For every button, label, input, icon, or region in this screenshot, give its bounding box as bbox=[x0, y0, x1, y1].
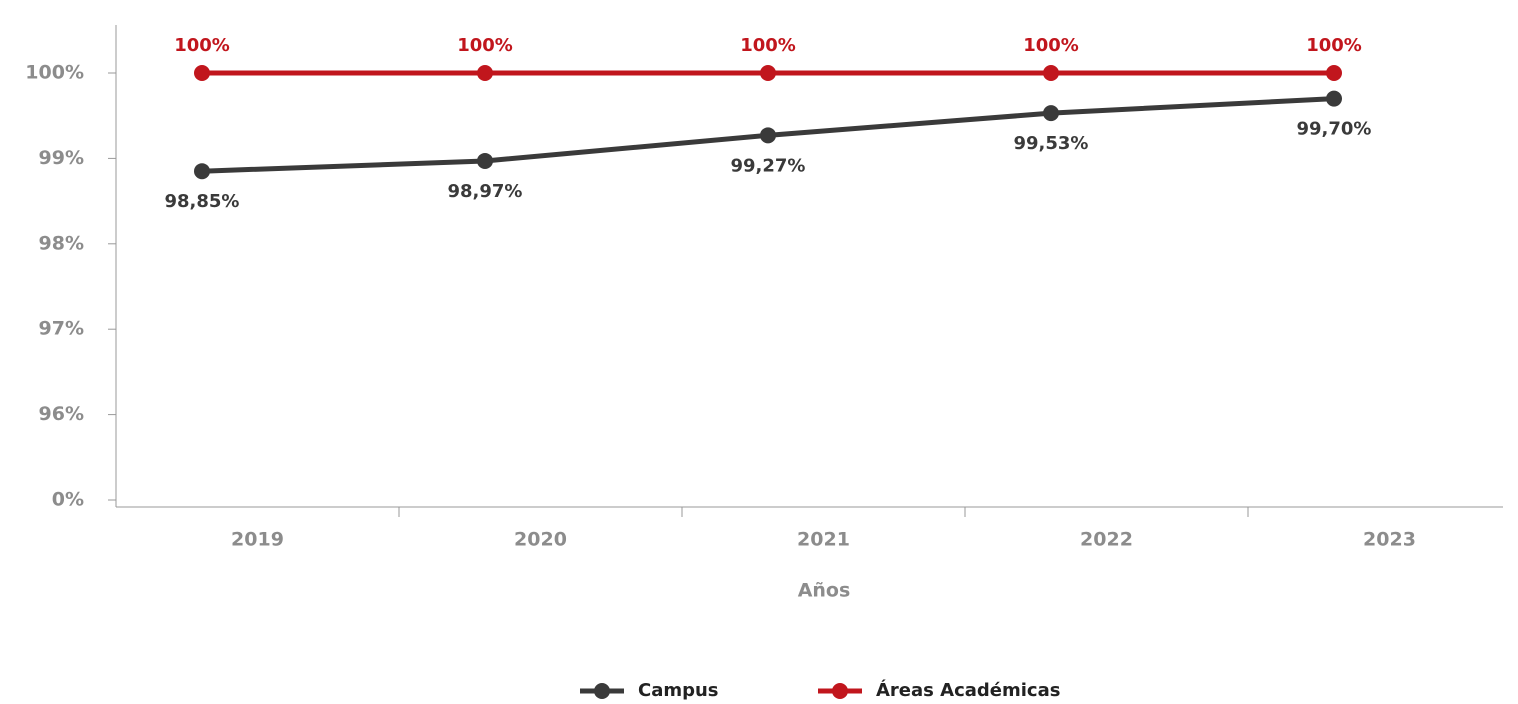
point bbox=[1043, 105, 1059, 122]
data-label: 100% bbox=[457, 35, 513, 56]
x-tick-label: 2020 bbox=[514, 529, 567, 551]
legend-label: Campus bbox=[638, 680, 719, 701]
data-label: 100% bbox=[1023, 35, 1079, 56]
y-tick-label: 97% bbox=[39, 318, 84, 340]
x-tick-label: 2023 bbox=[1363, 529, 1416, 551]
point bbox=[477, 65, 493, 81]
point bbox=[1326, 90, 1342, 107]
data-label: 100% bbox=[740, 35, 796, 56]
point bbox=[1326, 65, 1342, 81]
point bbox=[194, 65, 210, 81]
y-tick-label: 0% bbox=[52, 489, 84, 511]
data-label: 99,70% bbox=[1297, 119, 1372, 140]
x-axis-title: Años bbox=[798, 580, 851, 602]
x-tick-label: 2021 bbox=[797, 529, 850, 551]
point bbox=[1043, 65, 1059, 81]
data-label: 100% bbox=[174, 35, 230, 56]
point bbox=[760, 127, 776, 144]
data-label: 98,85% bbox=[165, 191, 240, 212]
y-tick-label: 99% bbox=[39, 147, 84, 169]
legend-label: Áreas Académicas bbox=[876, 679, 1060, 701]
y-tick-label: 100% bbox=[25, 62, 84, 84]
x-tick-label: 2022 bbox=[1080, 529, 1133, 551]
point bbox=[760, 65, 776, 81]
point bbox=[477, 152, 493, 169]
data-label: 99,53% bbox=[1014, 133, 1089, 154]
data-label: 98,97% bbox=[448, 181, 523, 202]
legend-marker bbox=[594, 683, 610, 699]
legend-marker bbox=[832, 683, 848, 699]
data-label: 99,27% bbox=[731, 155, 806, 176]
x-tick-label: 2019 bbox=[231, 529, 284, 551]
data-label: 100% bbox=[1306, 35, 1362, 56]
y-tick-label: 96% bbox=[39, 403, 84, 425]
y-tick-label: 98% bbox=[39, 232, 84, 254]
point bbox=[194, 163, 210, 180]
